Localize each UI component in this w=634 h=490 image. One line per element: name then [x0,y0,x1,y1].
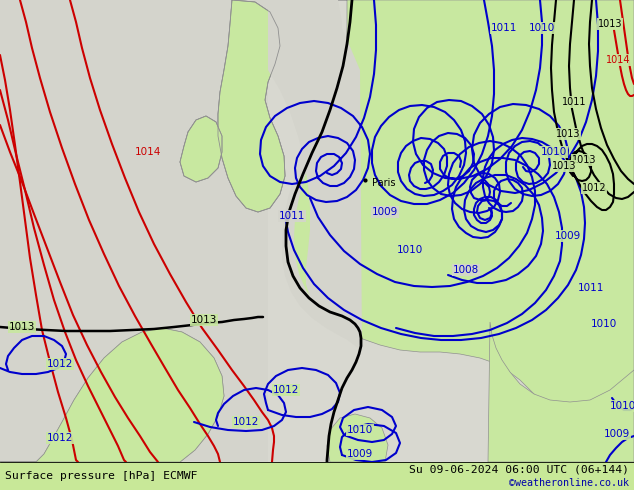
Polygon shape [0,0,268,462]
Polygon shape [488,322,634,462]
Polygon shape [290,0,634,462]
Text: 1011: 1011 [578,283,604,293]
Polygon shape [327,414,388,462]
Text: 1012: 1012 [581,183,606,193]
Text: 1010: 1010 [610,401,634,411]
Polygon shape [282,0,358,342]
Text: ©weatheronline.co.uk: ©weatheronline.co.uk [509,478,629,488]
Polygon shape [180,116,222,182]
Polygon shape [180,116,222,182]
Text: 1013: 1013 [552,161,576,171]
Text: 1012: 1012 [233,417,259,427]
Text: 1013: 1013 [598,19,622,29]
Text: 1013: 1013 [572,155,596,165]
Bar [0,462,634,490]
Polygon shape [0,328,224,462]
Text: 1012: 1012 [47,359,73,369]
Text: 1011: 1011 [279,211,305,221]
Text: 1014: 1014 [135,147,161,157]
Text: 1009: 1009 [372,207,398,217]
Text: 1009: 1009 [604,429,630,439]
Text: 1010: 1010 [529,23,555,33]
Text: 1009: 1009 [347,449,373,459]
Polygon shape [0,328,224,462]
Text: Paris: Paris [372,178,396,188]
Text: 1010: 1010 [347,425,373,435]
Text: 1013: 1013 [556,129,580,139]
Polygon shape [268,0,362,352]
Text: Surface pressure [hPa] ECMWF: Surface pressure [hPa] ECMWF [5,471,198,481]
Text: 1011: 1011 [491,23,517,33]
Text: Su 09-06-2024 06:00 UTC (06+144): Su 09-06-2024 06:00 UTC (06+144) [409,465,629,475]
Text: 1013: 1013 [9,322,36,332]
Text: 1010: 1010 [591,319,617,329]
Text: 1008: 1008 [453,265,479,275]
Text: 1010: 1010 [541,147,567,157]
Text: 1013: 1013 [191,315,217,325]
Text: 1010: 1010 [397,245,423,255]
Text: 1012: 1012 [47,433,73,443]
Polygon shape [0,0,284,462]
Text: 1011: 1011 [562,97,586,107]
Text: 1014: 1014 [605,55,630,65]
Text: 1009: 1009 [555,231,581,241]
Text: 1012: 1012 [273,385,299,395]
Polygon shape [218,0,285,212]
Polygon shape [218,0,285,212]
